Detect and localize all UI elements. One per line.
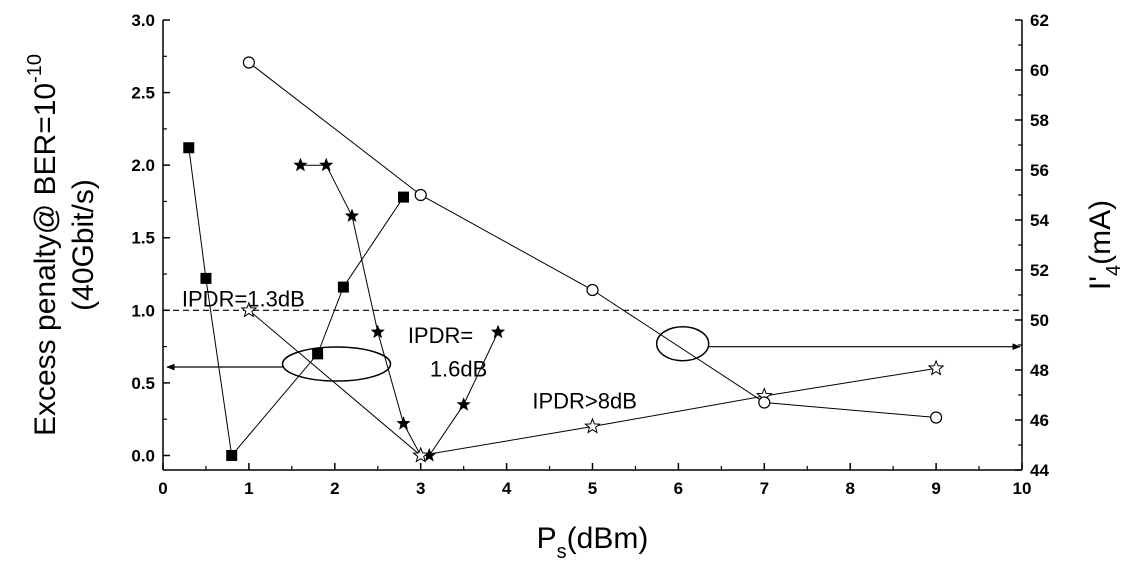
y-right-tick-label: 46 — [1030, 411, 1049, 430]
y-right-tick-label: 60 — [1030, 61, 1049, 80]
data-point-star-filled — [396, 416, 411, 430]
data-point-square — [200, 272, 212, 284]
y-right-tick-label: 50 — [1030, 311, 1049, 330]
data-point-square — [398, 191, 410, 203]
annotation-ipdr-1-6db-line1: IPDR= — [408, 323, 473, 348]
data-point-circle-open — [929, 411, 943, 424]
data-point-star-filled — [422, 447, 437, 462]
data-point-circle-open — [242, 56, 255, 69]
svg-text:(40Gbit/s): (40Gbit/s) — [67, 179, 100, 311]
y-right-tick-label: 58 — [1030, 111, 1049, 130]
x-tick-label: 7 — [760, 479, 769, 498]
y-right-tick-label: 56 — [1030, 161, 1049, 180]
data-point-circle-open — [586, 283, 599, 297]
x-tick-label: 5 — [588, 479, 597, 498]
x-axis-title: Ps(dBm) — [537, 522, 649, 561]
data-point-star-filled — [490, 324, 506, 339]
y-left-tick-label: 1.5 — [131, 229, 155, 248]
x-tick-label: 2 — [330, 479, 339, 498]
annotation-ipdr-8db: IPDR>8dB — [532, 388, 637, 413]
y-left-tick-label: 0.0 — [131, 446, 155, 465]
data-point-star-open — [240, 301, 258, 318]
y-left-axis-title: Excess penalty@ BER=10-10 (40Gbit/s) — [24, 54, 100, 436]
data-point-square — [226, 449, 238, 461]
series-line-star-open — [248, 309, 937, 457]
data-point-star-filled — [344, 208, 360, 223]
series-line-square-filled — [188, 147, 404, 457]
data-point-square — [183, 142, 195, 154]
data-point-star-filled — [319, 157, 334, 172]
x-tick-label: 0 — [158, 479, 167, 498]
ellipse-right-group — [655, 325, 710, 362]
x-tick-label: 10 — [1013, 479, 1032, 498]
y-right-tick-label: 48 — [1030, 361, 1049, 380]
y-right-tick-label: 44 — [1030, 461, 1049, 480]
series-line-circle-open — [248, 62, 937, 418]
data-point-square — [312, 348, 324, 360]
data-point-star-open — [412, 446, 430, 463]
x-tick-label: 3 — [416, 479, 425, 498]
data-point-circle-open — [414, 188, 427, 202]
x-tick-label: 6 — [674, 479, 683, 498]
x-tick-label: 4 — [502, 479, 512, 498]
y-right-axis-title: I'4(mA) — [1084, 200, 1125, 290]
data-point-circle-open — [758, 396, 771, 409]
y-right-tick-label: 52 — [1030, 261, 1049, 280]
y-right-tick-label: 62 — [1030, 11, 1049, 30]
y-left-tick-label: 3.0 — [131, 11, 155, 30]
y-left-tick-label: 1.0 — [131, 301, 155, 320]
y-left-tick-label: 2.0 — [131, 156, 155, 175]
annotation-ipdr-1-3db: IPDR=1.3dB — [182, 286, 305, 311]
x-tick-label: 8 — [845, 479, 854, 498]
y-left-tick-label: 2.5 — [131, 84, 155, 103]
data-point-star-filled — [370, 324, 385, 339]
data-point-star-filled — [456, 397, 471, 411]
y-left-tick-label: 0.5 — [131, 374, 155, 393]
x-tick-label: 1 — [244, 479, 253, 498]
y-right-tick-label: 54 — [1030, 211, 1049, 230]
svg-text:Excess penalty@ BER=10-10: Excess penalty@ BER=10-10 — [24, 54, 62, 436]
ellipse-left-group — [281, 346, 392, 382]
data-point-square — [337, 281, 349, 293]
x-tick-label: 9 — [931, 479, 940, 498]
data-point-star-open — [584, 417, 601, 434]
data-point-star-open — [927, 359, 945, 376]
annotation-ipdr-1-6db-line2: 1.6dB — [430, 356, 488, 381]
data-point-star-filled — [293, 157, 308, 172]
